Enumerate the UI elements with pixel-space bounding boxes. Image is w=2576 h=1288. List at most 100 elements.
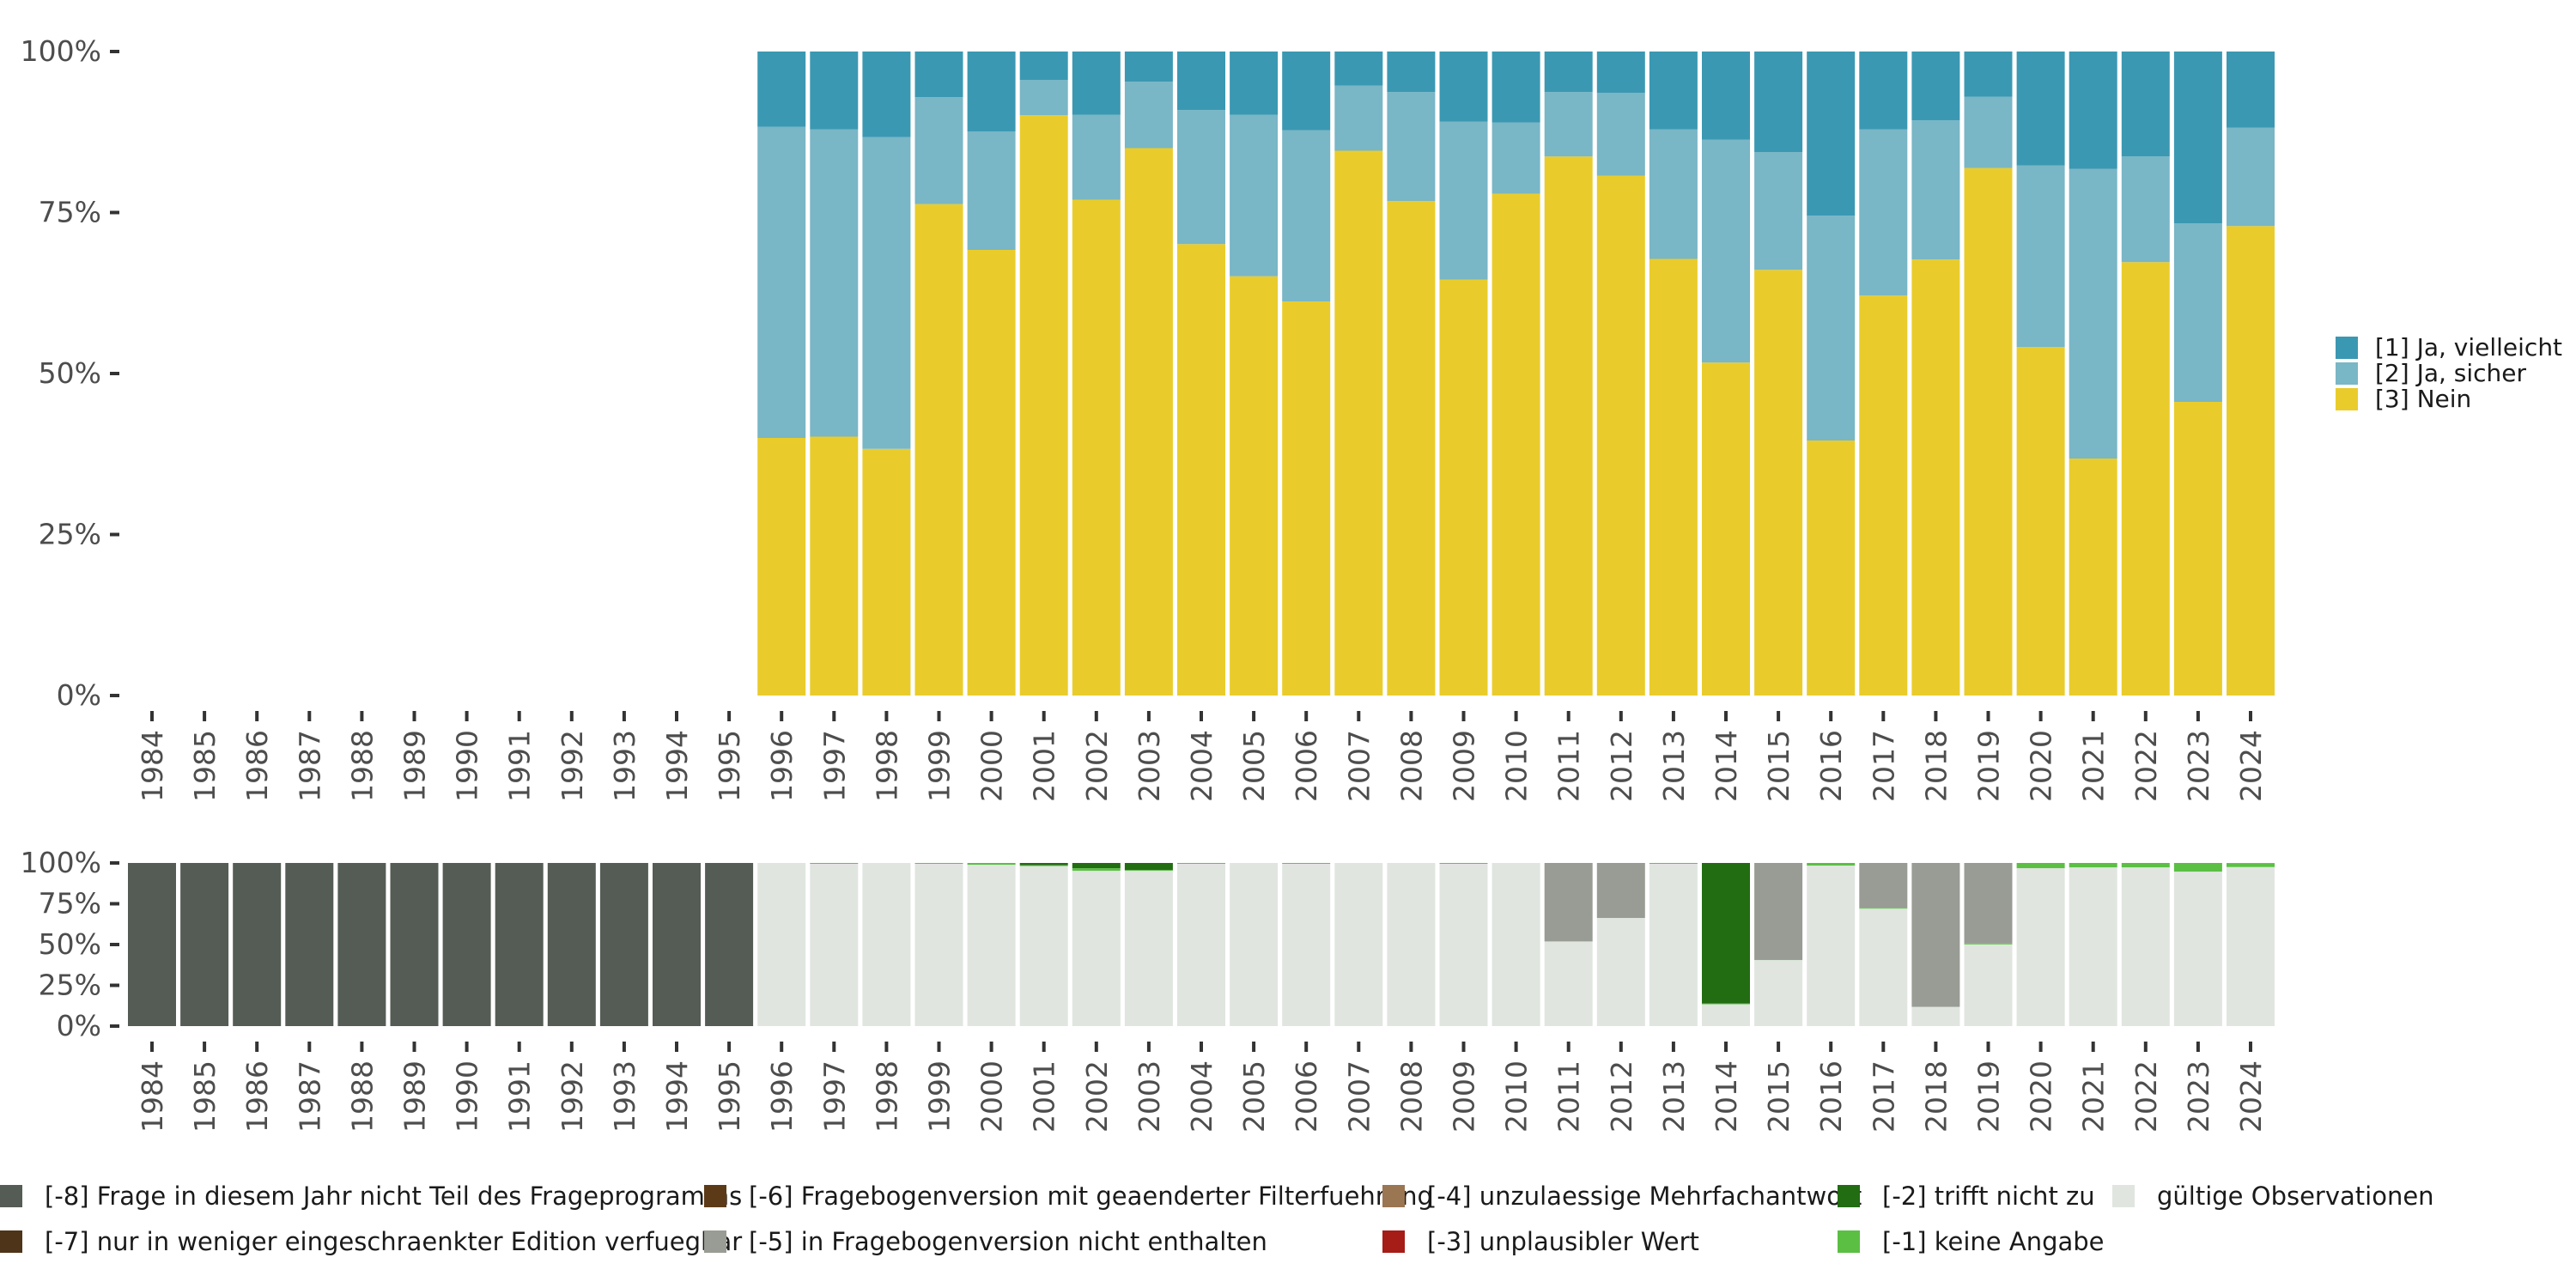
x-tick-label: 1989 [398,730,432,802]
x-tick-label: 1994 [660,1060,694,1133]
bar-2004-2-ja-sicher [1177,110,1225,245]
bar-1984-8-frage-in-diesem-jahr-nicht-teil-des-frageprogramms [128,863,176,1026]
bar-2013-3-nein [1649,258,1698,696]
x-tick-label: 1992 [556,730,589,802]
bar-2016-1-ja-vielleicht [1807,52,1856,216]
x-tick-label: 1986 [240,1060,274,1133]
bar-2022-g-ltige-observationen [2121,867,2170,1026]
bar-2016-g-ltige-observationen [1807,866,1856,1026]
x-tick-label: 1999 [923,1060,957,1133]
legend-swatch-7-nur-in-weniger-eingeschraenkter-edition-verfuegbar [0,1230,22,1253]
x-tick-label: 2011 [1552,1060,1586,1133]
legend-label: [-2] trifft nicht zu [1882,1182,2095,1211]
bar-2014-1-keine-angabe [1702,1003,1750,1005]
bar-2022-3-nein [2121,262,2170,696]
bar-2010-3-nein [1492,193,1540,696]
x-tick-label: 2015 [1762,1060,1795,1133]
legend-label: [-8] Frage in diesem Jahr nicht Teil des… [45,1182,742,1211]
x-tick-label: 2019 [1972,1060,2006,1133]
x-tick-label: 1995 [713,730,746,802]
bar-2014-g-ltige-observationen [1702,1004,1750,1026]
bar-2012-1-ja-vielleicht [1596,52,1645,93]
x-tick-label: 2012 [1605,730,1638,802]
bar-2000-2-ja-sicher [967,131,1016,250]
bar-2007-1-ja-vielleicht [1334,52,1383,86]
bar-2015-2-ja-sicher [1754,152,1803,270]
bar-1997-3-nein [810,436,859,696]
bar-2020-1-ja-vielleicht [2016,52,2065,166]
x-tick-label: 1990 [451,730,484,802]
bar-2004-1-ja-vielleicht [1177,52,1225,111]
x-tick-label: 1991 [503,730,537,802]
bar-2012-3-nein [1596,175,1645,696]
x-tick-label: 2013 [1657,1060,1691,1133]
bar-2016-3-nein [1807,440,1856,696]
y-tick-label: 100% [21,846,101,879]
x-tick-label: 2023 [2182,1060,2215,1133]
bar-2003-1-ja-vielleicht [1124,52,1173,82]
bar-2006-g-ltige-observationen [1282,863,1331,1026]
legend-label: [-3] unplausibler Wert [1427,1227,1699,1256]
bar-2015-1-ja-vielleicht [1754,52,1803,152]
legend-swatch-3-unplausibler-wert [1382,1230,1405,1253]
main-legend: [1] Ja, vielleicht[2] Ja, sicher[3] Nein [2336,333,2562,413]
bar-2000-3-nein [967,250,1016,696]
legend-swatch-5-in-fragebogenversion-nicht-enthalten [704,1230,726,1253]
bar-1997-1-keine-angabe [810,863,859,864]
bar-2003-2-ja-sicher [1124,82,1173,149]
x-tick-label: 1987 [293,730,326,802]
legend-swatch-2-ja-sicher [2336,362,2358,385]
missing-bars [128,863,2275,1026]
bar-2001-2-trifft-nicht-zu [1019,863,1068,866]
bar-2023-2-ja-sicher [2173,223,2222,402]
bar-2023-1-ja-vielleicht [2173,52,2222,224]
bar-2002-g-ltige-observationen [1072,871,1121,1026]
bar-2019-2-ja-sicher [1964,96,2013,168]
legend-label: [-4] unzulaessige Mehrfachantwort [1427,1182,1862,1211]
x-tick-label: 1990 [451,1060,484,1133]
bar-1998-2-ja-sicher [862,137,911,449]
bar-1996-2-ja-sicher [757,126,806,438]
bar-2009-1-ja-vielleicht [1439,52,1488,122]
bar-2005-g-ltige-observationen [1230,863,1279,1026]
bar-2020-3-nein [2016,347,2065,696]
legend-swatch-3-nein [2336,388,2358,410]
bar-2006-1-ja-vielleicht [1282,52,1331,131]
legend-label: gültige Observationen [2157,1182,2434,1211]
bar-2007-g-ltige-observationen [1334,863,1383,1026]
bar-2000-g-ltige-observationen [967,865,1016,1026]
x-tick-label: 2009 [1448,1060,1481,1133]
bar-1993-8-frage-in-diesem-jahr-nicht-teil-des-frageprogramms [599,863,648,1026]
bar-1997-g-ltige-observationen [810,863,859,1026]
bar-2019-g-ltige-observationen [1964,944,2013,1026]
bar-2015-1-keine-angabe [1754,959,1803,961]
x-tick-label: 2015 [1762,730,1795,802]
bar-1995-8-frage-in-diesem-jahr-nicht-teil-des-frageprogramms [705,863,754,1026]
bar-2012-5-in-fragebogenversion-nicht-enthalten [1596,863,1645,919]
legend-label: [-1] keine Angabe [1882,1227,2105,1256]
bar-2018-5-in-fragebogenversion-nicht-enthalten [1911,863,1960,1007]
bar-2011-2-ja-sicher [1544,92,1593,157]
bar-2020-2-ja-sicher [2016,165,2065,348]
x-tick-label: 1989 [398,1060,432,1133]
x-tick-label: 2024 [2234,730,2268,802]
legend-swatch-1-ja-vielleicht [2336,337,2358,359]
x-tick-label: 2007 [1342,730,1376,802]
bar-1986-8-frage-in-diesem-jahr-nicht-teil-des-frageprogramms [233,863,282,1026]
bar-2024-g-ltige-observationen [2227,866,2275,1026]
x-tick-label: 2008 [1394,1060,1428,1133]
bar-2015-3-nein [1754,270,1803,696]
x-tick-label: 1988 [345,730,379,802]
x-tick-label: 2021 [2077,730,2111,802]
y-tick-label: 0% [57,1009,101,1042]
bar-2009-2-ja-sicher [1439,121,1488,280]
x-tick-label: 1994 [660,730,694,802]
bar-2003-3-nein [1124,148,1173,696]
x-tick-label: 2016 [1814,1060,1848,1133]
bar-2014-3-nein [1702,362,1750,696]
x-tick-label: 1985 [188,1060,222,1133]
bar-2003-g-ltige-observationen [1124,871,1173,1026]
y-tick-label: 25% [39,518,101,551]
main-y-axis: 0% 25% 50% 75% 100% [21,34,119,712]
missing-y-axis: 0% 25% 50% 75% 100% [21,846,119,1042]
